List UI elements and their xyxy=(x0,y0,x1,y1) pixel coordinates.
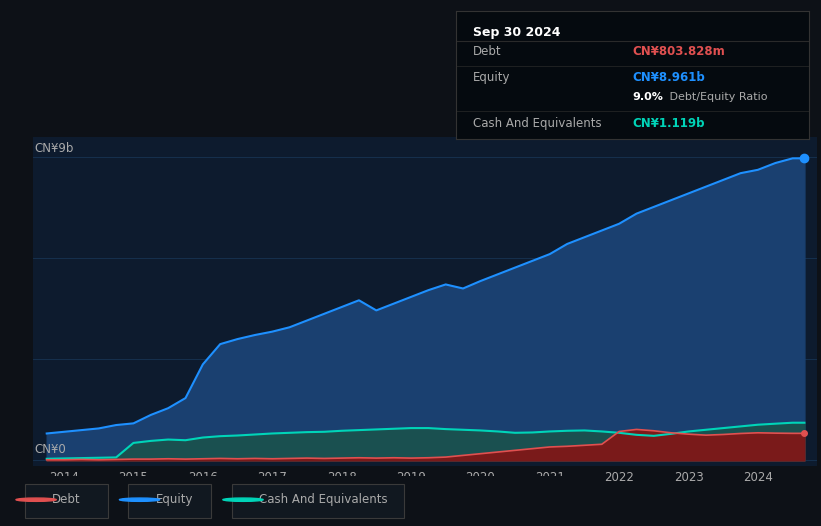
Text: Debt: Debt xyxy=(53,493,80,506)
Text: 9.0%: 9.0% xyxy=(632,92,663,102)
Circle shape xyxy=(119,498,159,501)
Text: Sep 30 2024: Sep 30 2024 xyxy=(474,26,561,39)
FancyBboxPatch shape xyxy=(232,483,404,518)
Text: CN¥9b: CN¥9b xyxy=(34,141,74,155)
FancyBboxPatch shape xyxy=(25,483,108,518)
Text: Cash And Equivalents: Cash And Equivalents xyxy=(259,493,388,506)
Text: Equity: Equity xyxy=(156,493,193,506)
Text: Cash And Equivalents: Cash And Equivalents xyxy=(474,117,602,130)
Text: Equity: Equity xyxy=(474,71,511,84)
Text: Debt: Debt xyxy=(474,45,502,58)
Circle shape xyxy=(223,498,263,501)
Text: CN¥803.828m: CN¥803.828m xyxy=(632,45,725,58)
Circle shape xyxy=(16,498,56,501)
Text: CN¥8.961b: CN¥8.961b xyxy=(632,71,705,84)
Text: Debt/Equity Ratio: Debt/Equity Ratio xyxy=(666,92,767,102)
FancyBboxPatch shape xyxy=(128,483,212,518)
Text: CN¥0: CN¥0 xyxy=(34,443,67,456)
Text: CN¥1.119b: CN¥1.119b xyxy=(632,117,704,130)
